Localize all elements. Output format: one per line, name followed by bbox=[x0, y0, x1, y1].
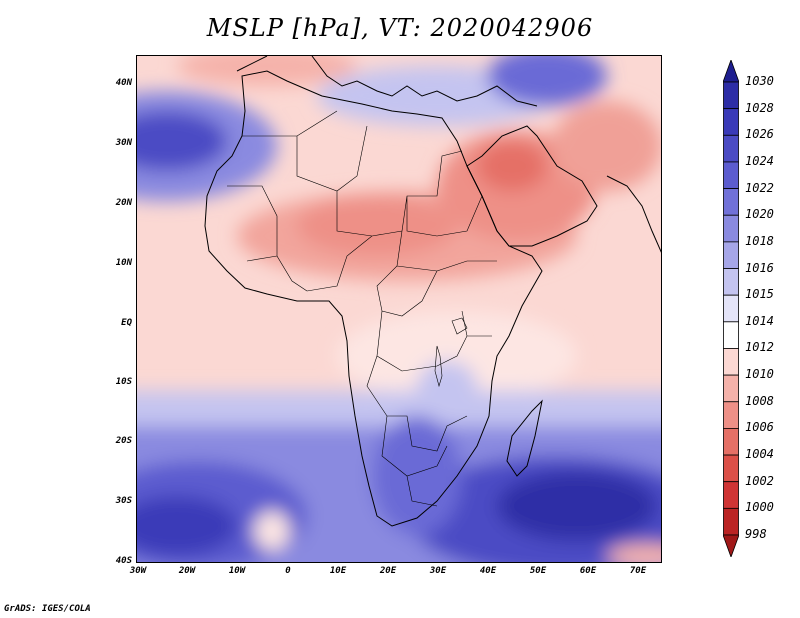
india-coastline bbox=[606, 175, 661, 253]
colorbar-box bbox=[723, 134, 739, 163]
lon-tick-0: 0 bbox=[285, 566, 291, 576]
lon-tick-70e: 70E bbox=[629, 566, 647, 576]
colorbar-label: 1004 bbox=[745, 447, 774, 462]
lon-tick-30e: 30E bbox=[429, 566, 447, 576]
south-indian-high-core bbox=[497, 471, 657, 541]
europe-coastline bbox=[236, 56, 538, 107]
lon-tick-10w: 10W bbox=[228, 566, 246, 576]
colorbar-box bbox=[723, 348, 739, 376]
colorbar-label: 998 bbox=[745, 527, 767, 541]
lon-tick-40e: 40E bbox=[479, 566, 497, 576]
lake-victoria bbox=[451, 317, 468, 335]
colorbar-label: 1002 bbox=[745, 473, 774, 488]
colorbar-bottom-arrow bbox=[723, 534, 739, 557]
pressure-map bbox=[136, 55, 662, 563]
colorbar-box bbox=[723, 214, 739, 243]
colorbar-box bbox=[723, 268, 739, 296]
colorbar-label: 1026 bbox=[745, 127, 774, 142]
southern-africa-ridge bbox=[372, 416, 462, 536]
colorbar-label: 1012 bbox=[745, 340, 774, 355]
colorbar-label: 1008 bbox=[745, 393, 774, 408]
south-atlantic-high-core bbox=[137, 496, 237, 556]
lat-tick-20s: 20S bbox=[115, 436, 132, 446]
lon-tick-20w: 20W bbox=[178, 566, 196, 576]
colorbar-box bbox=[723, 454, 739, 483]
madagascar-coastline bbox=[506, 399, 543, 477]
far-south-low bbox=[607, 544, 661, 562]
colorbar-box bbox=[723, 188, 739, 216]
azores-high-core bbox=[137, 111, 227, 171]
arabian-low-core bbox=[477, 141, 547, 191]
lat-tick-40n: 40N bbox=[115, 78, 132, 88]
lon-tick-10e: 10E bbox=[329, 566, 347, 576]
colorbar-label: 1030 bbox=[745, 74, 774, 88]
colorbar-box bbox=[723, 321, 739, 349]
lat-tick-40s: 40S bbox=[115, 556, 132, 566]
colorbar-box bbox=[723, 481, 739, 509]
lake-tanganyika bbox=[434, 345, 443, 388]
colorbar-label: 1000 bbox=[745, 500, 774, 515]
colorbar-label: 1024 bbox=[745, 153, 774, 168]
border-lines bbox=[227, 110, 497, 507]
east-africa-ridge bbox=[417, 361, 477, 411]
lat-tick-10n: 10N bbox=[115, 258, 132, 268]
cape-warm-patch bbox=[254, 511, 290, 551]
lat-tick-30s: 30S bbox=[115, 496, 132, 506]
lon-tick-50e: 50E bbox=[529, 566, 547, 576]
lon-tick-20e: 20E bbox=[379, 566, 397, 576]
colorbar-label: 1016 bbox=[745, 260, 774, 275]
coastlines bbox=[204, 56, 661, 527]
colorbar-label: 1020 bbox=[745, 207, 774, 222]
lon-tick-30w: 30W bbox=[129, 566, 147, 576]
colorbar-box bbox=[723, 507, 739, 536]
colorbar-box bbox=[723, 374, 739, 403]
country-borders bbox=[227, 110, 497, 507]
colorbar-label: 1010 bbox=[745, 367, 774, 382]
lon-tick-60e: 60E bbox=[579, 566, 597, 576]
iran-low-region bbox=[552, 101, 661, 191]
sahel-low-core bbox=[297, 196, 457, 256]
colorbar-label: 1006 bbox=[745, 420, 774, 435]
colorbar-label: 1028 bbox=[745, 100, 774, 115]
lat-tick-20n: 20N bbox=[115, 198, 132, 208]
colorbar-box bbox=[723, 401, 739, 429]
lat-tick-30n: 30N bbox=[115, 138, 132, 148]
colorbar-label: 1022 bbox=[745, 180, 774, 195]
colorbar-top-arrow bbox=[723, 60, 739, 83]
map-canvas bbox=[137, 56, 661, 562]
lat-tick-10s: 10S bbox=[115, 377, 132, 387]
colorbar bbox=[723, 60, 739, 557]
colorbar-box bbox=[723, 428, 739, 456]
map-title: MSLP [hPa], VT: 2020042906 bbox=[206, 14, 594, 42]
colorbar-box bbox=[723, 294, 739, 323]
africa-coastline bbox=[204, 70, 543, 527]
colorbar-label: 1015 bbox=[745, 287, 774, 302]
arabia-coastline bbox=[466, 125, 598, 247]
lat-tick-eq: EQ bbox=[121, 318, 132, 328]
colorbar-box bbox=[723, 108, 739, 136]
grads-credit: GrADS: IGES/COLA bbox=[4, 604, 91, 614]
colorbar-box bbox=[723, 161, 739, 189]
eastern-europe-high bbox=[487, 56, 607, 106]
colorbar-label: 1018 bbox=[745, 233, 774, 248]
colorbar-box bbox=[723, 81, 739, 110]
colorbar-label: 1014 bbox=[745, 313, 774, 328]
colorbar-box bbox=[723, 241, 739, 269]
